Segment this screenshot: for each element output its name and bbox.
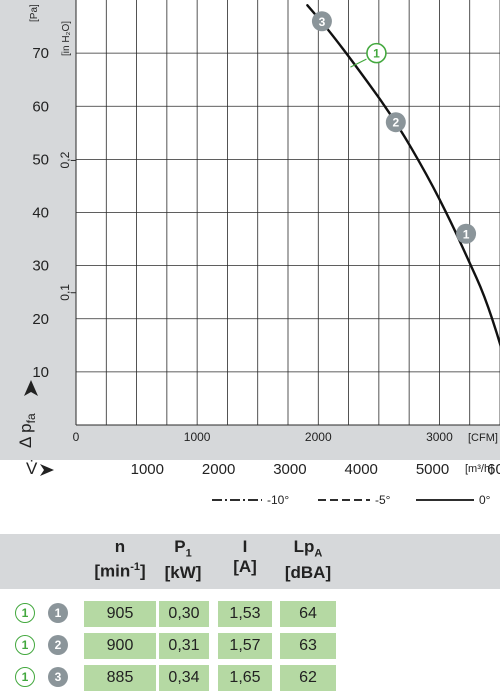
y-unit-label: [Pa] bbox=[29, 4, 40, 22]
header-p1-sub: 1 bbox=[185, 547, 192, 560]
header-n-unit-sup: -1 bbox=[130, 561, 140, 573]
y-alt-tick-label: 0,2 bbox=[58, 151, 72, 168]
x-tick-label: 1000 bbox=[184, 430, 211, 444]
header-p1: P1 [kW] bbox=[157, 537, 209, 583]
legend: -10° -5° 0° bbox=[212, 493, 491, 507]
curve-label-leader bbox=[350, 58, 367, 68]
operating-point-label: 3 bbox=[319, 15, 326, 29]
cell-i: 1,65 bbox=[218, 665, 272, 691]
x2-tick-label: 3000 bbox=[273, 461, 306, 478]
x-tick-label: 0 bbox=[73, 430, 80, 444]
header-lpa-unit: [dBA] bbox=[284, 563, 332, 583]
cell-i: 1,57 bbox=[218, 633, 272, 659]
operating-point-icon: 2 bbox=[48, 635, 68, 655]
header-lpa-sub: A bbox=[314, 547, 323, 560]
operating-point-marker bbox=[385, 112, 406, 133]
y-tick-label: 40 bbox=[32, 205, 49, 222]
curve-marker-icon: 1 bbox=[15, 635, 35, 655]
header-lpa-main: Lp bbox=[293, 537, 315, 556]
y-tick-label: 70 bbox=[32, 45, 49, 62]
header-n-unit: [min-1] bbox=[84, 557, 156, 582]
x2-axis-arrow-icon bbox=[40, 464, 54, 476]
x-tick-label: 2000 bbox=[305, 430, 332, 444]
curve-label-icon bbox=[366, 42, 387, 64]
table-row: 1 2 900 0,31 1,57 63 bbox=[0, 630, 500, 662]
x2-tick-label: 5000 bbox=[416, 461, 449, 478]
axis-ticks: 10 20 30 40 50 60 70 [Pa] [in H₂O] 0,1 0,2 Δ pfa 0 10… bbox=[16, 4, 500, 478]
legend-label: -10° bbox=[267, 493, 289, 507]
header-i-label: I bbox=[242, 537, 248, 556]
left-axis-panel bbox=[0, 0, 76, 460]
header-p1-label: P1 bbox=[157, 537, 209, 563]
curve-label-text: 1 bbox=[373, 47, 380, 61]
operating-point-icon: 1 bbox=[48, 603, 68, 623]
cell-p1: 0,31 bbox=[159, 633, 209, 659]
series-line bbox=[306, 4, 500, 348]
cell-p1: 0,30 bbox=[159, 601, 209, 627]
curve-marker-icon: 1 bbox=[15, 667, 35, 687]
y-tick-label: 50 bbox=[32, 151, 49, 168]
y-tick-label: 20 bbox=[32, 311, 49, 328]
table-row: 1 1 905 0,30 1,53 64 bbox=[0, 598, 500, 630]
cell-lpa: 63 bbox=[280, 633, 336, 659]
legend-label: 0° bbox=[479, 493, 491, 507]
cell-p1: 0,34 bbox=[159, 665, 209, 691]
performance-table: n [min-1] P1 [kW] I [A] LpA [dBA] 1 1 90… bbox=[0, 534, 500, 692]
y-axis-title-sub: fa bbox=[24, 413, 38, 423]
grid bbox=[75, 0, 500, 426]
y-tick-label: 60 bbox=[32, 98, 49, 115]
cell-n: 885 bbox=[84, 665, 156, 691]
cell-i: 1,53 bbox=[218, 601, 272, 627]
cell-n: 905 bbox=[84, 601, 156, 627]
x-unit-label: [CFM] bbox=[468, 432, 498, 444]
header-p1-unit: [kW] bbox=[164, 563, 202, 583]
x2-tick-label: 1000 bbox=[131, 461, 164, 478]
header-lpa-label: LpA bbox=[280, 537, 336, 563]
y-alt-unit-label: [in H₂O] bbox=[61, 21, 72, 56]
header-i: I [A] bbox=[218, 537, 272, 577]
operating-point-marker bbox=[456, 223, 477, 244]
y-tick-label: 10 bbox=[32, 364, 49, 381]
header-n-label: n bbox=[114, 537, 126, 556]
cell-lpa: 64 bbox=[280, 601, 336, 627]
curve-marker-icon: 1 bbox=[15, 603, 35, 623]
header-n-unit-text: [min bbox=[94, 561, 131, 581]
y-axis-title-main: Δ p bbox=[16, 423, 35, 448]
header-i-unit: [A] bbox=[233, 557, 257, 576]
x2-axis-symbol: V̇ bbox=[26, 459, 38, 478]
operating-point-icon: 3 bbox=[48, 667, 68, 687]
table-row: 1 3 885 0,34 1,65 62 bbox=[0, 662, 500, 694]
cell-lpa: 62 bbox=[280, 665, 336, 691]
y-axis-arrow-icon bbox=[24, 380, 38, 396]
x2-tick-label: 4000 bbox=[345, 461, 378, 478]
x-tick-label: 3000 bbox=[426, 430, 453, 444]
x2-tick-label: 6000 bbox=[487, 461, 500, 478]
operating-point-marker bbox=[311, 11, 332, 32]
y-axis-title: Δ pfa bbox=[16, 413, 38, 448]
header-n: n [min-1] bbox=[84, 537, 156, 582]
header-n-unit-end: ] bbox=[140, 561, 146, 581]
y-tick-label: 30 bbox=[32, 258, 49, 275]
header-lpa: LpA [dBA] bbox=[280, 537, 336, 583]
y-alt-tick-label: 0,1 bbox=[58, 284, 72, 301]
operating-point-label: 1 bbox=[463, 227, 470, 241]
x2-tick-label: 2000 bbox=[202, 461, 235, 478]
x2-unit-label: [m³/h] bbox=[465, 463, 493, 475]
cell-n: 900 bbox=[84, 633, 156, 659]
legend-label: -5° bbox=[375, 493, 391, 507]
header-p1-main: P bbox=[174, 537, 186, 556]
table-header: n [min-1] P1 [kW] I [A] LpA [dBA] bbox=[0, 534, 500, 589]
bottom-axis-panel bbox=[0, 425, 500, 460]
operating-point-label: 2 bbox=[392, 116, 399, 130]
curve-layer: 1 3 2 1 bbox=[306, 4, 500, 348]
